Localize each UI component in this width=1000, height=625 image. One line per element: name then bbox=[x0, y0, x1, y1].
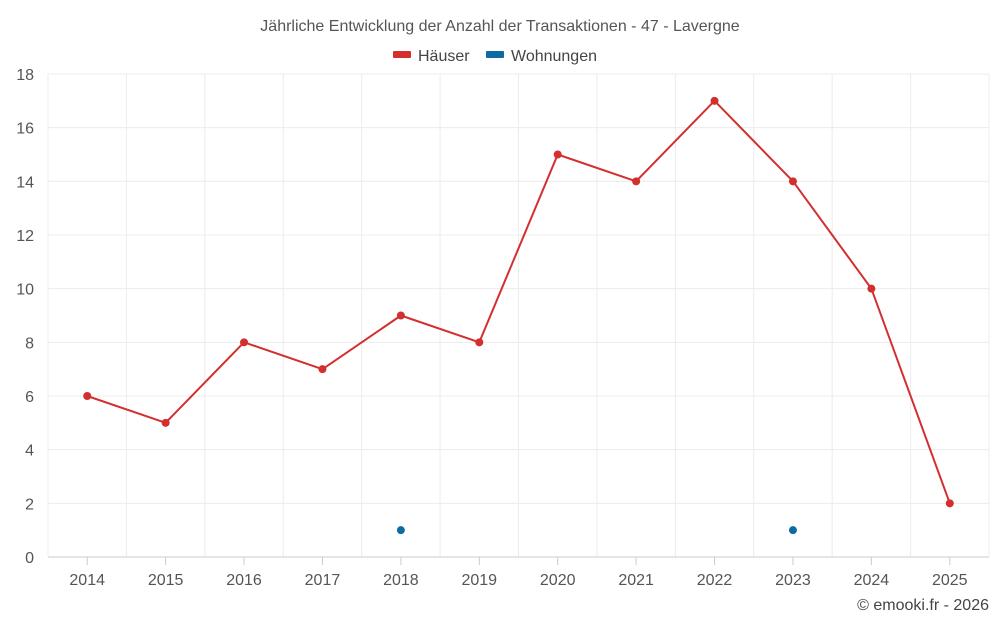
legend-label-haeuser: Häuser bbox=[418, 48, 470, 65]
point-haeuser-2017 bbox=[318, 365, 327, 374]
y-tick-label-2: 2 bbox=[25, 496, 34, 513]
y-tick-label-14: 14 bbox=[16, 174, 34, 191]
point-haeuser-2016 bbox=[240, 338, 249, 347]
point-haeuser-2019 bbox=[475, 338, 484, 347]
y-tick-label-18: 18 bbox=[16, 67, 34, 84]
x-tick-label-2017: 2017 bbox=[305, 572, 341, 589]
x-tick-label-2024: 2024 bbox=[854, 572, 890, 589]
x-tick-label-2022: 2022 bbox=[697, 572, 733, 589]
point-haeuser-2022 bbox=[710, 96, 719, 105]
point-haeuser-2018 bbox=[396, 311, 405, 320]
y-tick-label-12: 12 bbox=[16, 228, 34, 245]
x-tick-label-2020: 2020 bbox=[540, 572, 576, 589]
x-tick-label-2025: 2025 bbox=[932, 572, 968, 589]
x-tick-label-2014: 2014 bbox=[69, 572, 105, 589]
point-haeuser-2015 bbox=[161, 418, 170, 427]
series-line-haeuser bbox=[86, 99, 951, 504]
series bbox=[83, 96, 954, 535]
legend-item-wohnungen[interactable]: Wohnungen bbox=[486, 48, 597, 65]
legend-item-haeuser[interactable]: Häuser bbox=[393, 48, 470, 65]
y-tick-label-4: 4 bbox=[25, 443, 34, 460]
x-tick-label-2018: 2018 bbox=[383, 572, 419, 589]
x-tick-label-2023: 2023 bbox=[775, 572, 811, 589]
axes: 0 2 4 6 8 10 12 14 16 18 2014 2015 2016 2017 2018 2019 2… bbox=[16, 67, 989, 589]
y-tick-label-10: 10 bbox=[16, 282, 34, 299]
x-tick-label-2015: 2015 bbox=[148, 572, 184, 589]
chart-title: Jährliche Entwicklung der Anzahl der Tra… bbox=[260, 18, 739, 35]
x-tick-label-2016: 2016 bbox=[226, 572, 262, 589]
point-haeuser-2014 bbox=[83, 392, 92, 400]
y-tick-label-8: 8 bbox=[25, 335, 34, 352]
credit-text: © emooki.fr - 2026 bbox=[857, 597, 989, 614]
point-wohnungen-2023 bbox=[788, 526, 797, 535]
x-tick-label-2021: 2021 bbox=[618, 572, 654, 589]
point-haeuser-2024 bbox=[867, 284, 876, 293]
grid bbox=[47, 73, 990, 557]
legend-label-wohnungen: Wohnungen bbox=[511, 48, 597, 65]
point-wohnungen-2018 bbox=[396, 526, 405, 535]
y-tick-label-0: 0 bbox=[25, 550, 34, 567]
point-haeuser-2021 bbox=[632, 177, 641, 186]
legend: Häuser Wohnungen bbox=[393, 48, 597, 65]
y-tick-label-6: 6 bbox=[25, 389, 34, 406]
legend-swatch-haeuser bbox=[393, 51, 411, 58]
point-haeuser-2025 bbox=[945, 499, 954, 508]
point-haeuser-2023 bbox=[788, 177, 797, 186]
y-tick-label-16: 16 bbox=[16, 121, 34, 138]
point-haeuser-2020 bbox=[553, 150, 562, 159]
x-tick-label-2019: 2019 bbox=[461, 572, 497, 589]
legend-swatch-wohnungen bbox=[486, 51, 504, 58]
